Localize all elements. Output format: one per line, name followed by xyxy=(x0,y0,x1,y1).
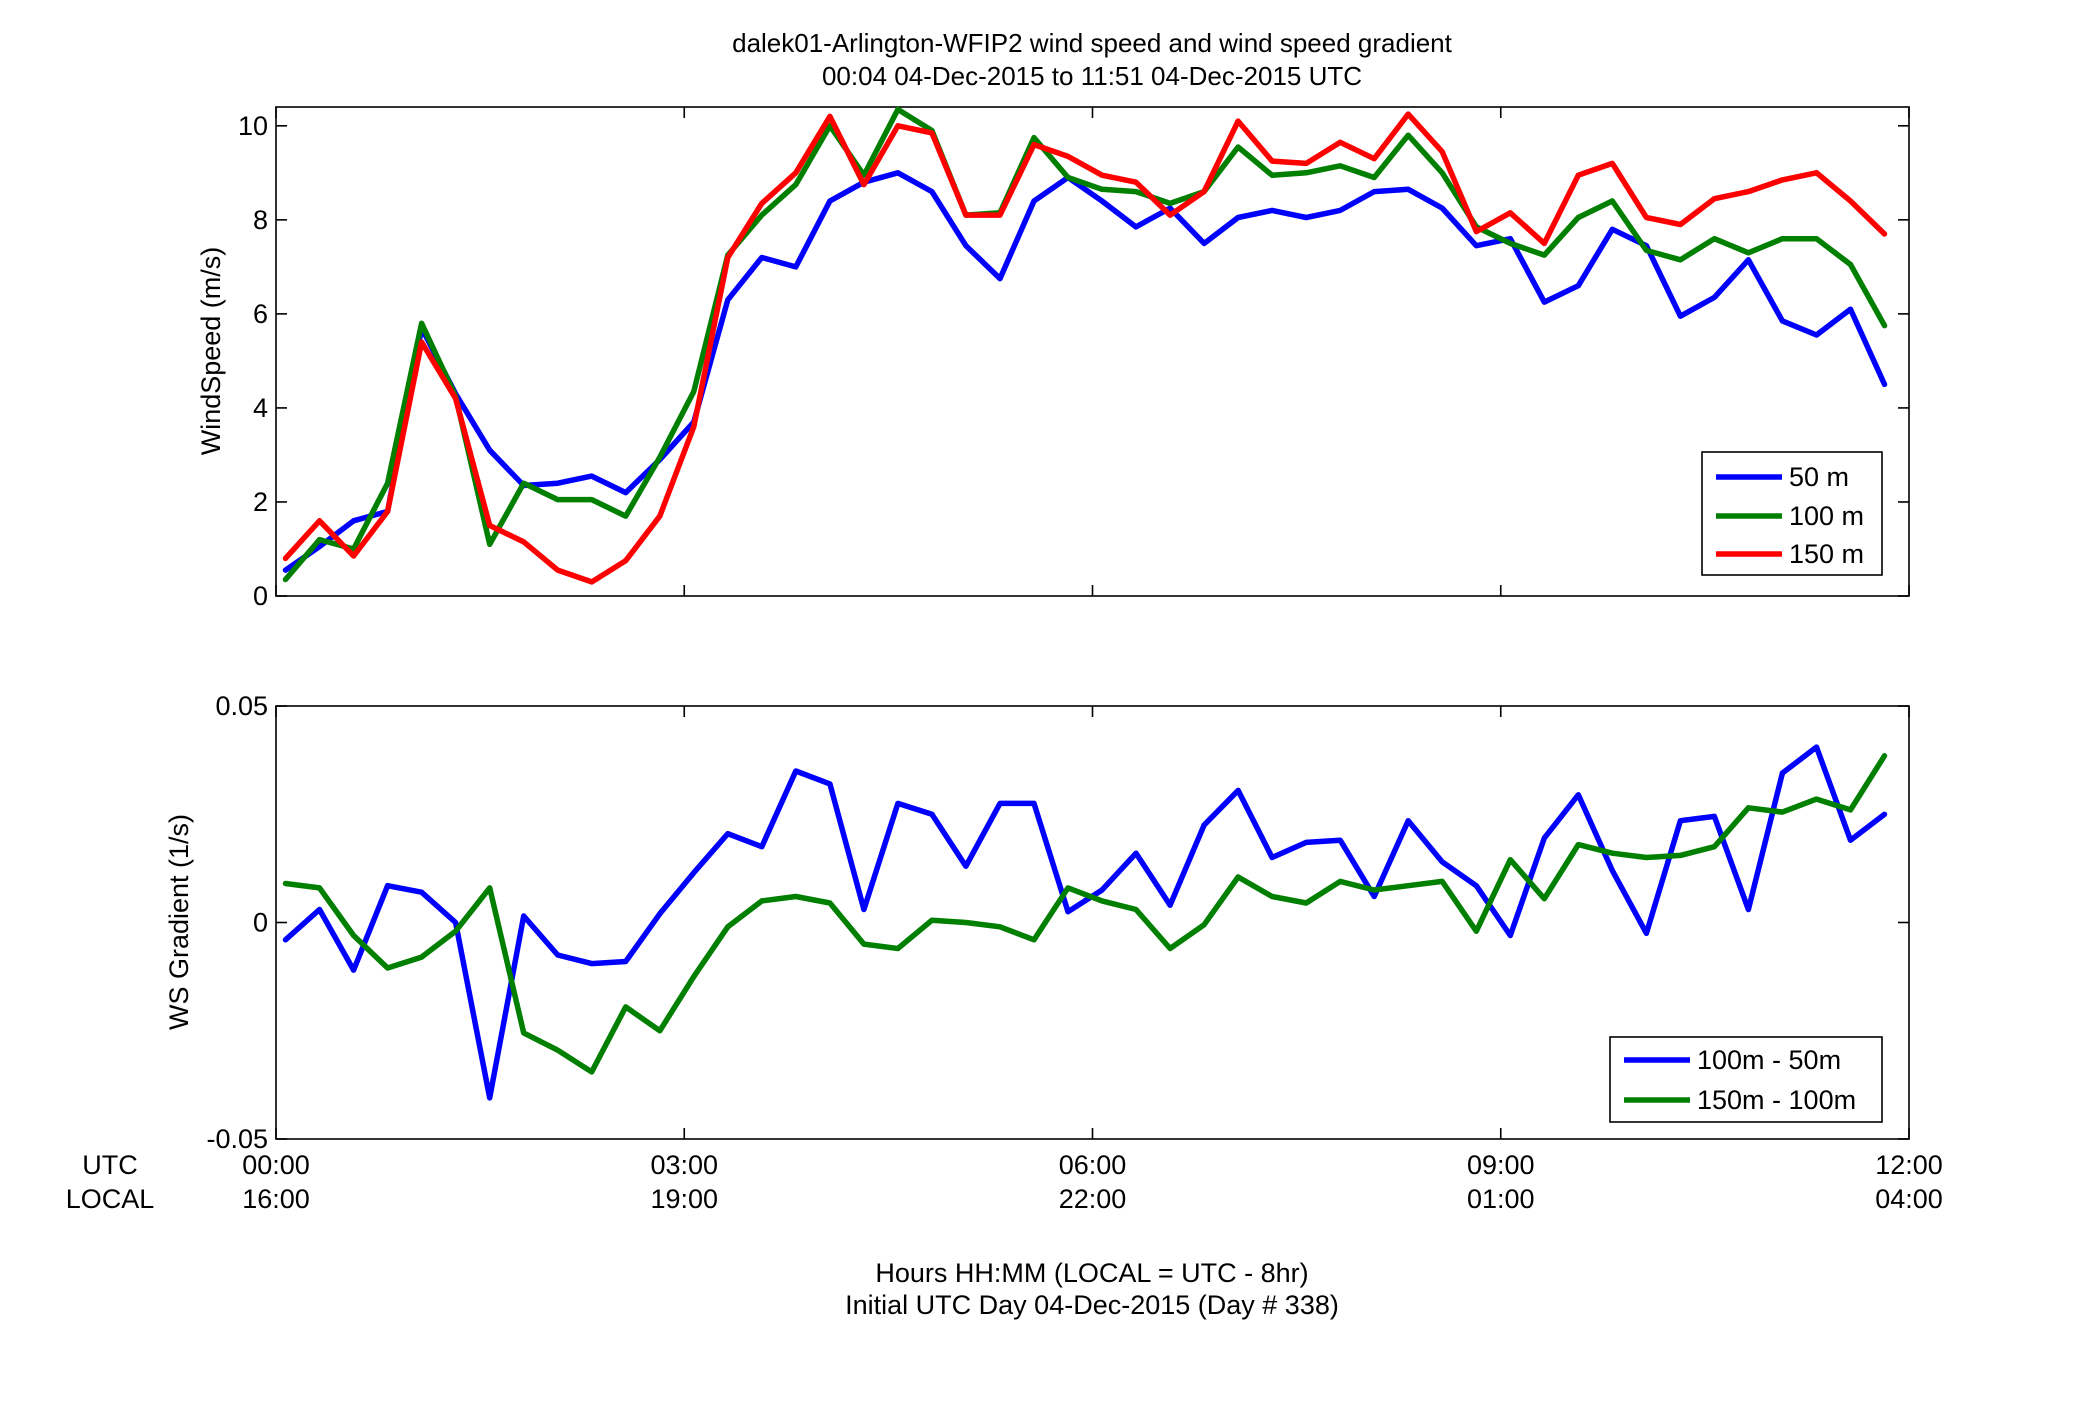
x-tick-label-local: 01:00 xyxy=(1467,1184,1535,1214)
y-tick-label: 0 xyxy=(253,581,268,611)
y-tick-label: 10 xyxy=(238,111,268,141)
y-tick-label: -0.05 xyxy=(206,1124,268,1154)
legend-label-100m: 100 m xyxy=(1789,501,1864,531)
y-tick-label: 0 xyxy=(253,908,268,938)
y-tick-label: 4 xyxy=(253,393,268,423)
row-label-local: LOCAL xyxy=(66,1184,155,1214)
row-label-utc: UTC xyxy=(82,1150,138,1180)
xlabel-line1: Hours HH:MM (LOCAL = UTC - 8hr) xyxy=(875,1258,1308,1288)
windspeed-series-line-150-m xyxy=(282,111,1888,585)
x-tick-label-local: 19:00 xyxy=(650,1184,718,1214)
x-tick-label-utc: 06:00 xyxy=(1059,1150,1127,1180)
x-tick-labels: 00:00 16:00 03:00 19:00 06:00 22:00 09:00 01:00… xyxy=(242,1150,1943,1214)
gradient-axes-ticks: -0.05 0 0.05 xyxy=(206,691,1910,1154)
x-tick-label-utc: 12:00 xyxy=(1875,1150,1943,1180)
gradient-legend: 100m - 50m 150m - 100m xyxy=(1609,1036,1883,1123)
y-tick-label: 8 xyxy=(253,205,268,235)
figure-title-line1: dalek01-Arlington-WFIP2 wind speed and w… xyxy=(732,28,1453,58)
x-tick-label-utc: 03:00 xyxy=(650,1150,718,1180)
gradient-series-lines xyxy=(282,744,1888,1101)
windspeed-ylabel: WindSpeed (m/s) xyxy=(196,247,226,456)
xlabel-line2: Initial UTC Day 04-Dec-2015 (Day # 338) xyxy=(845,1290,1339,1320)
y-tick-label: 0.05 xyxy=(215,691,268,721)
windspeed-axes-frame xyxy=(275,106,1910,597)
windspeed-series-lines xyxy=(282,106,1888,585)
legend-label-100m-50m: 100m - 50m xyxy=(1697,1045,1841,1075)
windspeed-series-line-50-m xyxy=(282,170,1888,573)
figure-title-line2: 00:04 04-Dec-2015 to 11:51 04-Dec-2015 U… xyxy=(822,61,1362,91)
x-tick-label-local: 22:00 xyxy=(1059,1184,1127,1214)
x-tick-label-local: 16:00 xyxy=(242,1184,310,1214)
x-tick-label-utc: 00:00 xyxy=(242,1150,310,1180)
legend-label-150m: 150 m xyxy=(1789,539,1864,569)
legend-label-50m: 50 m xyxy=(1789,462,1849,492)
gradient-axes: -0.05 0 0.05 WS Gradient (1/s) 100m - 50m … xyxy=(164,691,1910,1154)
x-tick-label-utc: 09:00 xyxy=(1467,1150,1535,1180)
legend-label-150m-100m: 150m - 100m xyxy=(1697,1085,1856,1115)
y-tick-label: 2 xyxy=(253,487,268,517)
windspeed-axes: 0 2 4 6 8 10 WindSpeed (m/s) 50 m 100 m 150 m xyxy=(196,106,1910,611)
x-tick-label-local: 04:00 xyxy=(1875,1184,1943,1214)
gradient-ylabel: WS Gradient (1/s) xyxy=(164,814,194,1030)
y-tick-label: 6 xyxy=(253,299,268,329)
windspeed-series-line-100-m xyxy=(282,106,1888,583)
gradient-series-line-150m-100m xyxy=(282,753,1888,1075)
windspeed-legend: 50 m 100 m 150 m xyxy=(1701,451,1883,576)
gradient-series-line-100m-50m xyxy=(282,744,1888,1101)
windspeed-axes-ticks: 0 2 4 6 8 10 xyxy=(238,107,1910,611)
gradient-legend-box xyxy=(1609,1036,1883,1123)
